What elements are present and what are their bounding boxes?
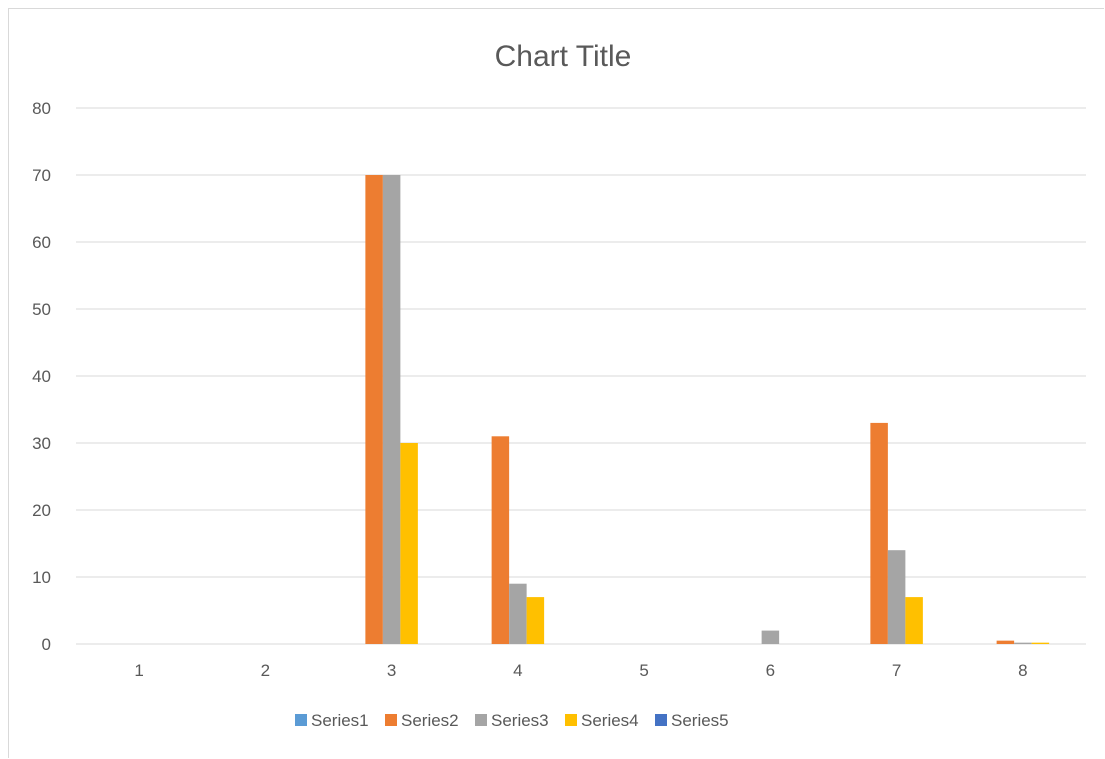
bar-series4-cat-3 <box>400 443 418 644</box>
y-tick-label: 70 <box>32 166 51 185</box>
bars <box>365 175 1050 644</box>
x-tick-label: 1 <box>134 661 143 680</box>
bar-series3-cat-3 <box>382 175 401 644</box>
legend-swatch <box>475 714 487 726</box>
legend-item-series5[interactable]: Series5 <box>655 711 729 730</box>
x-tick-label: 5 <box>639 661 648 680</box>
legend-label: Series1 <box>311 711 369 730</box>
legend-item-series4[interactable]: Series4 <box>565 711 639 730</box>
y-tick-label: 20 <box>32 501 51 520</box>
x-axis-ticks: 1 2 3 4 5 6 7 8 <box>134 661 1027 680</box>
bar-series4-cat-4 <box>526 597 545 644</box>
y-tick-label: 60 <box>32 233 51 252</box>
legend-item-series2[interactable]: Series2 <box>385 711 459 730</box>
legend-label: Series4 <box>581 711 639 730</box>
chart-frame: Chart Title 0 10 20 30 40 50 60 70 80 1 2 3 4 5 6 7 8 S… <box>8 8 1104 758</box>
legend-label: Series3 <box>491 711 549 730</box>
bar-series3-cat-7 <box>887 550 906 644</box>
y-tick-label: 10 <box>32 568 51 587</box>
x-tick-label: 8 <box>1018 661 1027 680</box>
bar-series3-cat-6 <box>761 630 780 644</box>
legend-swatch <box>295 714 307 726</box>
chart-title: Chart Title <box>495 40 632 73</box>
legend-swatch <box>385 714 397 726</box>
legend: Series1 Series2 Series3 Series4 Series5 <box>295 711 729 730</box>
bar-series2-cat-7 <box>870 422 888 644</box>
bar-series3-cat-8 <box>1014 642 1032 644</box>
y-tick-label: 80 <box>32 99 51 118</box>
bar-chart: Chart Title 0 10 20 30 40 50 60 70 80 1 2 3 4 5 6 7 8 S… <box>32 40 1086 730</box>
legend-item-series3[interactable]: Series3 <box>475 711 549 730</box>
y-tick-label: 30 <box>32 434 51 453</box>
bar-series2-cat-8 <box>996 640 1015 644</box>
bar-series2-cat-3 <box>365 175 383 644</box>
y-axis-ticks: 0 10 20 30 40 50 60 70 80 <box>32 99 51 654</box>
legend-swatch <box>565 714 577 726</box>
x-tick-label: 2 <box>261 661 270 680</box>
x-tick-label: 7 <box>892 661 901 680</box>
y-tick-label: 40 <box>32 367 51 386</box>
bar-series4-cat-7 <box>905 597 923 644</box>
bar-series3-cat-4 <box>509 583 527 644</box>
legend-label: Series5 <box>671 711 729 730</box>
x-tick-label: 4 <box>513 661 522 680</box>
y-tick-label: 0 <box>42 635 51 654</box>
bar-series4-cat-8 <box>1031 642 1050 644</box>
gridlines <box>76 107 1086 645</box>
x-tick-label: 3 <box>387 661 396 680</box>
bar-series2-cat-4 <box>491 436 510 644</box>
x-tick-label: 6 <box>766 661 775 680</box>
legend-swatch <box>655 714 667 726</box>
legend-label: Series2 <box>401 711 459 730</box>
legend-item-series1[interactable]: Series1 <box>295 711 369 730</box>
y-tick-label: 50 <box>32 300 51 319</box>
